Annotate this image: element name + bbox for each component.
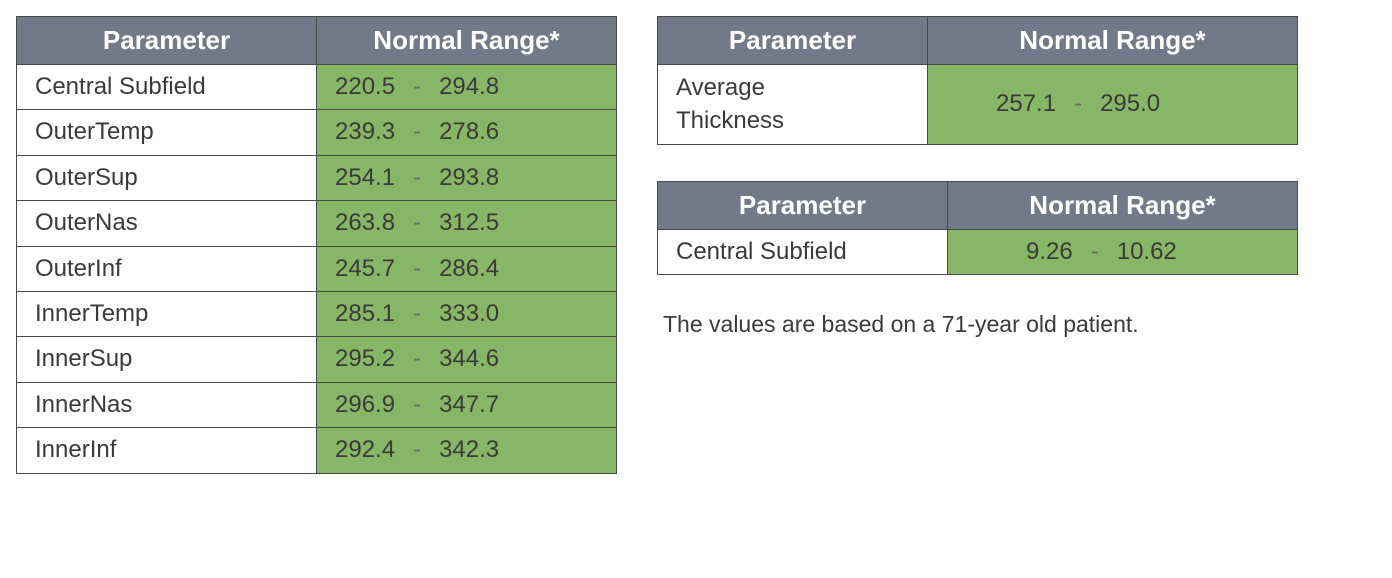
- main-table-body: Central Subfield 220.5-294.8 OuterTemp 2…: [17, 65, 617, 474]
- range-high: 286.4: [439, 253, 499, 285]
- central2-table-header-range: Normal Range*: [948, 182, 1298, 230]
- dash-icon: -: [413, 162, 421, 194]
- range-low: 292.4: [335, 434, 395, 466]
- table-row: OuterSup 254.1-293.8: [17, 155, 617, 200]
- dash-icon: -: [413, 298, 421, 330]
- range-cell: 292.4-342.3: [317, 428, 617, 473]
- dash-icon: -: [413, 253, 421, 285]
- left-column: Parameter Normal Range* Central Subfield…: [16, 16, 617, 474]
- range-high: 312.5: [439, 207, 499, 239]
- range-cell: 295.2-344.6: [317, 337, 617, 382]
- range-high: 295.0: [1100, 88, 1160, 120]
- range-low: 285.1: [335, 298, 395, 330]
- range-low: 220.5: [335, 71, 395, 103]
- param-cell: OuterSup: [17, 155, 317, 200]
- range-cell: 257.1-295.0: [928, 65, 1298, 145]
- param-cell: OuterInf: [17, 246, 317, 291]
- dash-icon: -: [413, 116, 421, 148]
- main-table-header-range: Normal Range*: [317, 17, 617, 65]
- range-cell: 285.1-333.0: [317, 291, 617, 336]
- table-row: OuterNas 263.8-312.5: [17, 201, 617, 246]
- dash-icon: -: [1074, 88, 1082, 120]
- range-high: 344.6: [439, 343, 499, 375]
- param-cell: InnerTemp: [17, 291, 317, 336]
- range-cell: 245.7-286.4: [317, 246, 617, 291]
- range-low: 239.3: [335, 116, 395, 148]
- range-high: 347.7: [439, 389, 499, 421]
- table-row: Central Subfield 220.5-294.8: [17, 65, 617, 110]
- table-row: Central Subfield 9.26-10.62: [658, 230, 1298, 275]
- avg-table: Parameter Normal Range* AverageThickness…: [657, 16, 1298, 145]
- dash-icon: -: [413, 434, 421, 466]
- param-cell: AverageThickness: [658, 65, 928, 145]
- range-low: 295.2: [335, 343, 395, 375]
- range-low: 257.1: [996, 88, 1056, 120]
- range-high: 293.8: [439, 162, 499, 194]
- dash-icon: -: [413, 389, 421, 421]
- range-low: 245.7: [335, 253, 395, 285]
- right-column: Parameter Normal Range* AverageThickness…: [657, 16, 1298, 338]
- param-cell: InnerNas: [17, 382, 317, 427]
- dash-icon: -: [413, 207, 421, 239]
- range-low: 9.26: [1026, 236, 1073, 268]
- central2-table-header-parameter: Parameter: [658, 182, 948, 230]
- range-high: 342.3: [439, 434, 499, 466]
- dash-icon: -: [413, 343, 421, 375]
- range-cell: 296.9-347.7: [317, 382, 617, 427]
- range-cell: 263.8-312.5: [317, 201, 617, 246]
- avg-table-header-range: Normal Range*: [928, 17, 1298, 65]
- table-row: OuterInf 245.7-286.4: [17, 246, 617, 291]
- param-cell: InnerInf: [17, 428, 317, 473]
- param-cell: Central Subfield: [17, 65, 317, 110]
- table-row: InnerNas 296.9-347.7: [17, 382, 617, 427]
- range-cell: 254.1-293.8: [317, 155, 617, 200]
- avg-table-header-parameter: Parameter: [658, 17, 928, 65]
- param-cell: InnerSup: [17, 337, 317, 382]
- range-high: 278.6: [439, 116, 499, 148]
- table-row: AverageThickness 257.1-295.0: [658, 65, 1298, 145]
- range-cell: 9.26-10.62: [948, 230, 1298, 275]
- range-cell: 239.3-278.6: [317, 110, 617, 155]
- param-cell: OuterTemp: [17, 110, 317, 155]
- range-low: 263.8: [335, 207, 395, 239]
- page-root: Parameter Normal Range* Central Subfield…: [16, 16, 1376, 474]
- caption-text: The values are based on a 71-year old pa…: [657, 311, 1298, 338]
- range-high: 333.0: [439, 298, 499, 330]
- central2-table: Parameter Normal Range* Central Subfield…: [657, 181, 1298, 275]
- table-row: InnerTemp 285.1-333.0: [17, 291, 617, 336]
- table-row: InnerInf 292.4-342.3: [17, 428, 617, 473]
- param-cell: OuterNas: [17, 201, 317, 246]
- range-high: 10.62: [1117, 236, 1177, 268]
- range-low: 254.1: [335, 162, 395, 194]
- main-table: Parameter Normal Range* Central Subfield…: [16, 16, 617, 474]
- range-high: 294.8: [439, 71, 499, 103]
- range-cell: 220.5-294.8: [317, 65, 617, 110]
- dash-icon: -: [413, 71, 421, 103]
- range-low: 296.9: [335, 389, 395, 421]
- main-table-header-parameter: Parameter: [17, 17, 317, 65]
- table-row: InnerSup 295.2-344.6: [17, 337, 617, 382]
- param-cell: Central Subfield: [658, 230, 948, 275]
- table-row: OuterTemp 239.3-278.6: [17, 110, 617, 155]
- dash-icon: -: [1091, 236, 1099, 268]
